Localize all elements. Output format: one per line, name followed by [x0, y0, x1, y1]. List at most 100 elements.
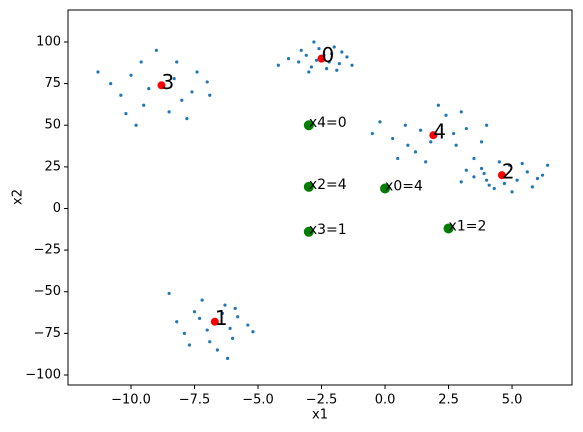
point	[182, 331, 186, 335]
point	[187, 343, 192, 347]
point	[192, 310, 197, 314]
point	[180, 98, 184, 102]
point-label: x1=2	[449, 218, 487, 234]
point	[378, 120, 382, 124]
point	[464, 168, 468, 172]
point	[172, 77, 176, 81]
y-tick-label: −50	[34, 284, 61, 299]
point	[147, 86, 151, 91]
x-tick-label: 5.0	[502, 393, 523, 408]
point	[391, 136, 395, 141]
point-label: 2	[502, 160, 515, 184]
y-tick-label: 25	[44, 159, 61, 174]
point	[304, 53, 308, 57]
point	[276, 63, 280, 67]
point	[200, 298, 204, 302]
point	[286, 57, 291, 61]
point	[418, 128, 423, 132]
point-label: x4=0	[309, 115, 347, 131]
point	[167, 110, 171, 114]
point	[142, 103, 146, 107]
point	[497, 160, 501, 164]
point	[124, 111, 128, 116]
point	[454, 143, 458, 147]
point	[492, 186, 496, 191]
point	[485, 178, 489, 182]
x-tick-label: −5.0	[242, 393, 274, 408]
point	[303, 181, 314, 192]
point-label: 4	[433, 120, 446, 144]
point	[185, 116, 189, 121]
point	[546, 163, 550, 167]
point	[233, 306, 237, 311]
point	[327, 60, 331, 64]
plot-frame	[67, 9, 573, 386]
point	[210, 317, 219, 326]
point	[459, 180, 463, 184]
point	[307, 70, 311, 74]
point	[540, 173, 545, 177]
point	[309, 65, 313, 69]
point	[195, 70, 199, 74]
point	[487, 183, 491, 187]
y-tick-label: 0	[53, 201, 61, 216]
y-tick-label: −100	[25, 368, 61, 383]
point	[436, 103, 440, 107]
point	[443, 223, 454, 234]
point	[479, 140, 484, 144]
point	[479, 166, 484, 171]
point	[119, 93, 123, 97]
point	[154, 48, 159, 52]
point	[208, 93, 212, 97]
point	[497, 171, 506, 180]
point	[139, 60, 143, 64]
point	[299, 48, 303, 52]
point	[403, 123, 407, 127]
point	[197, 316, 202, 320]
x-tick-label: 2.5	[438, 393, 459, 408]
point	[444, 113, 448, 117]
point	[303, 226, 314, 237]
point	[502, 181, 507, 186]
point	[190, 90, 194, 94]
point	[208, 340, 212, 344]
point	[429, 140, 433, 144]
point	[96, 70, 100, 74]
point-label: x2=4	[309, 177, 347, 193]
point	[167, 291, 171, 296]
point	[340, 50, 344, 54]
plot-area	[68, 10, 572, 385]
point	[459, 110, 463, 114]
point	[231, 336, 235, 340]
point	[515, 178, 519, 182]
point	[251, 330, 255, 334]
point	[228, 326, 232, 330]
point	[345, 55, 349, 59]
point	[507, 163, 512, 167]
point	[413, 150, 418, 154]
x-tick-label: 0.0	[375, 393, 396, 408]
point-label: 0	[322, 43, 335, 67]
point	[520, 161, 524, 166]
point	[205, 80, 209, 84]
point	[535, 176, 540, 181]
y-axis-label: x2	[11, 189, 26, 205]
point	[220, 311, 225, 315]
point	[215, 348, 219, 352]
point	[236, 315, 240, 319]
point	[325, 67, 329, 71]
point-label: x3=1	[309, 222, 347, 238]
point	[472, 156, 476, 161]
point	[406, 143, 410, 147]
y-tick-label: 50	[44, 118, 61, 133]
point	[485, 123, 489, 127]
point	[510, 190, 514, 194]
x-tick-label: −2.5	[306, 393, 338, 408]
point	[464, 126, 468, 131]
point-label: 3	[161, 70, 174, 94]
point	[225, 356, 230, 360]
y-tick-label: −75	[34, 326, 61, 341]
point	[332, 45, 336, 49]
point	[297, 60, 301, 64]
point	[330, 52, 334, 56]
